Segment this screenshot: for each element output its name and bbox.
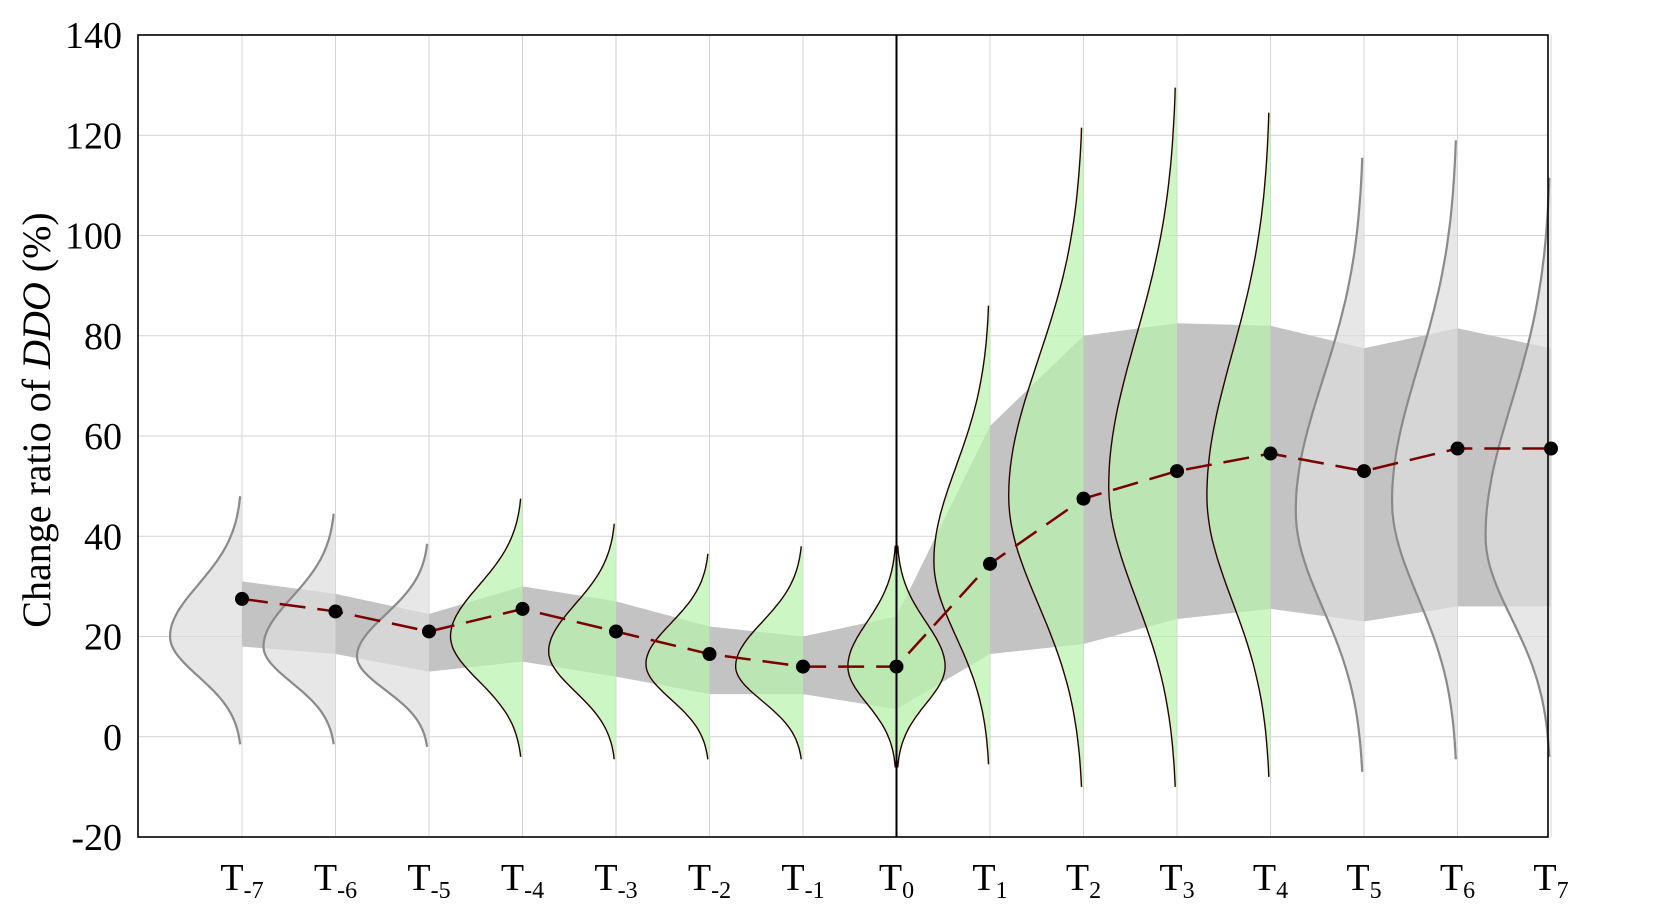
distribution-curve [1391,140,1457,760]
distribution-curve [1484,177,1551,757]
mean-point [889,659,904,674]
y-tick-label: 0 [103,717,122,759]
distribution-fill [357,543,429,747]
distribution-curve [169,496,242,745]
distribution-fill [1008,127,1084,787]
distribution-fill [1295,157,1364,772]
distribution-fill [1108,87,1177,787]
distribution-fill [646,553,710,760]
distribution-curve [262,513,335,745]
x-tick-label: T-3 [594,857,637,904]
plot-frame [137,34,1549,838]
mean-point [1357,464,1371,479]
x-tick-label: T-1 [781,857,824,904]
x-tick-label: T-2 [688,857,731,904]
distribution-fill [170,496,242,745]
distribution-fill [933,305,990,765]
mean-point [1076,491,1091,506]
mean-point [515,601,530,616]
mean-markers [235,441,1558,674]
x-tick-label: T-7 [220,857,263,904]
y-tick-label: 100 [65,216,122,258]
distribution-curve [933,305,990,765]
x-tick-label: T5 [1346,857,1381,904]
mean-point [1170,464,1184,479]
y-tick-label: 80 [84,316,122,358]
distribution-curve [1294,157,1364,772]
distribution-fill [735,546,803,760]
y-axis-label: Change ratio of DDO (%) [14,212,59,627]
mean-point [983,556,997,571]
y-tick-label: 60 [84,416,122,458]
mean-point [1450,441,1465,456]
x-tick-label: T4 [1253,857,1288,904]
y-tick-label: 40 [84,516,122,558]
mean-point [796,659,810,674]
x-tick-label: T3 [1159,857,1194,904]
x-tick-label: T1 [972,857,1007,904]
distribution-curve [645,553,709,760]
distribution-curve [355,543,429,747]
distribution-fill [263,513,336,745]
x-tick-label: T7 [1533,857,1568,904]
y-tick-label: 120 [65,115,122,157]
distribution-curves [169,87,1551,787]
distribution-curve [735,546,802,760]
mean-point [1544,441,1558,456]
mean-point [1263,446,1278,461]
distribution-curve [547,523,615,760]
mean-point [422,624,436,639]
distribution-fill [1485,177,1551,757]
x-tick-label: T-5 [407,857,450,904]
plot-border [137,34,1549,838]
distribution-fill [1206,112,1271,777]
distribution-fill [450,498,523,757]
mean-point [235,591,249,606]
distribution-fill [1392,140,1458,760]
y-tick-label: 140 [65,15,122,57]
distribution-curve [449,498,522,757]
distribution-curve [1206,112,1270,777]
y-tick-label: -20 [71,817,122,859]
mean-point [328,604,343,619]
x-tick-label: T-6 [314,857,357,904]
mean-point [609,624,623,639]
x-tick-label: T2 [1066,857,1101,904]
y-tick-label: 20 [84,617,122,659]
x-tick-label: T0 [879,857,914,904]
mean-point [702,647,717,662]
distribution-curve [1107,87,1176,787]
x-tick-labels: T-7 T-6 T-5 T-4 T-3 T-2 T-1 T0 T1 T2 T3 T4 T5 T6 T7 [220,857,1568,904]
x-tick-label: T-4 [501,857,544,904]
y-tick-labels: -20 0 20 40 60 80 100 120 140 [65,15,122,859]
distribution-fill [548,523,616,760]
distribution-curve [1007,127,1083,787]
x-tick-label: T6 [1440,857,1475,904]
